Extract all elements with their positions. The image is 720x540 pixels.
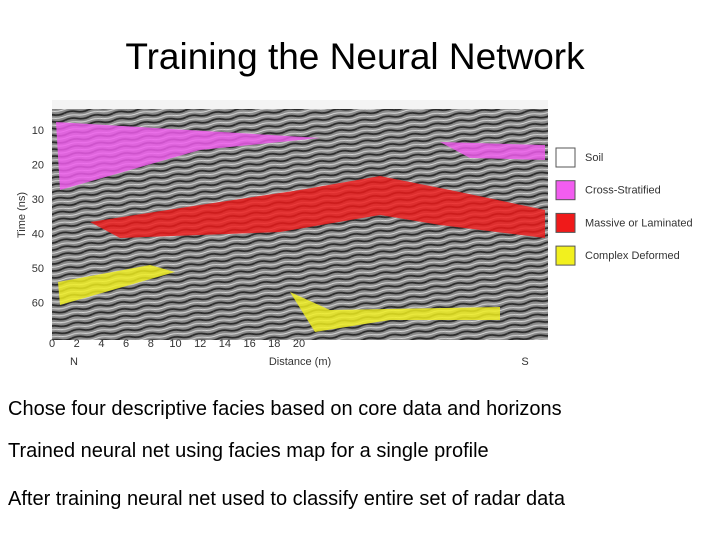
x-tick-label: 6 [123,338,129,350]
legend-swatch [555,245,576,266]
y-tick-label: 30 [32,194,44,206]
y-tick-label: 50 [32,263,44,275]
legend-label: Soil [585,152,603,164]
x-tick-label: 4 [98,338,104,350]
bullet-text: Trained neural net using facies map for … [8,440,489,462]
radargram [52,100,548,340]
y-axis-label: Time (ns) [16,192,28,238]
legend-swatch [555,147,576,168]
direction-label: N [70,356,78,368]
legend-swatch [555,212,576,233]
y-tick-label: 10 [32,125,44,137]
x-tick-label: 12 [194,338,206,350]
x-tick-label: 20 [293,338,305,350]
x-tick-label: 16 [243,338,255,350]
legend-label: Cross-Stratified [585,185,661,197]
bullet-text: After training neural net used to classi… [8,488,565,510]
figure: Time (ns) Distance (m) 10 20 30 40 50 60 0 2 4 6 8… [16,100,693,368]
legend-label: Complex Deformed [585,250,680,262]
y-tick-label: 40 [32,228,44,240]
x-tick-label: 18 [268,338,280,350]
x-tick-label: 8 [148,338,154,350]
x-tick-label: 10 [169,338,181,350]
x-axis-label: Distance (m) [269,356,331,368]
x-tick-label: 2 [74,338,80,350]
legend-swatch [555,180,576,201]
x-tick-label: 0 [49,338,55,350]
slide-title: Training the Neural Network [125,36,585,77]
bullet-text: Chose four descriptive facies based on c… [8,398,562,420]
x-tick-label: 14 [219,338,231,350]
direction-label: S [521,356,528,368]
y-tick-label: 60 [32,297,44,309]
y-tick-label: 20 [32,159,44,171]
legend-label: Massive or Laminated [585,217,693,229]
